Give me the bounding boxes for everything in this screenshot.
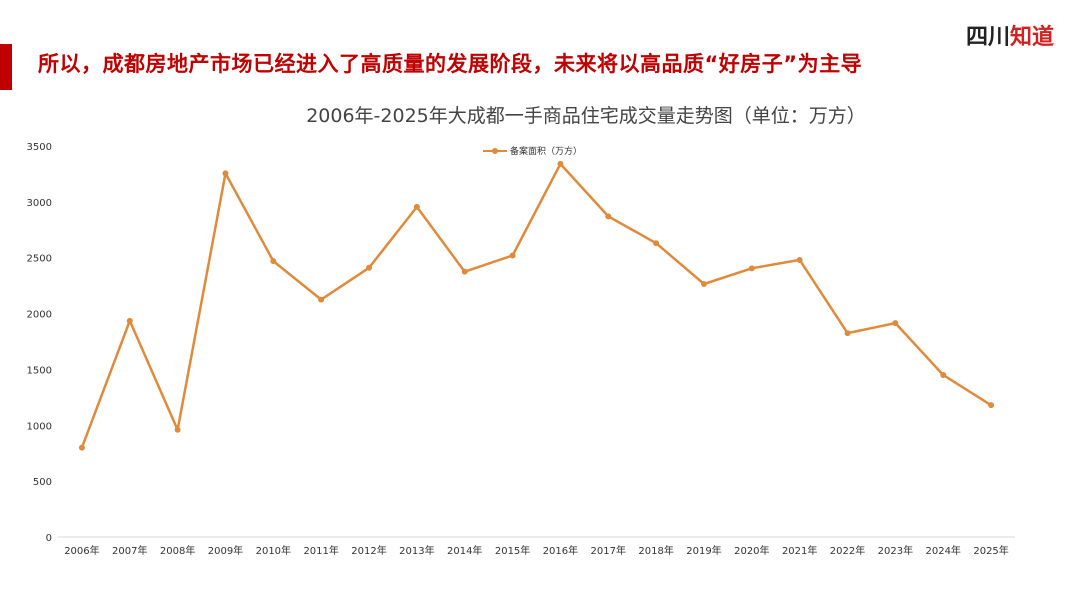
x-tick-label: 2025年	[973, 544, 1008, 557]
data-point	[126, 317, 133, 324]
x-tick-label: 2024年	[925, 544, 960, 557]
x-tick-label: 2008年	[160, 544, 195, 557]
y-axis: 0 500 1000 1500 2000 2500 3000 3500	[27, 142, 52, 544]
data-point	[844, 330, 851, 337]
data-point	[78, 444, 85, 451]
x-tick-label: 2022年	[830, 544, 865, 557]
x-tick-label: 2009年	[208, 544, 243, 557]
x-tick-label: 2013年	[399, 544, 434, 557]
x-tick-label: 2017年	[591, 544, 626, 557]
y-tick-label: 0	[46, 533, 52, 544]
y-tick-label: 2500	[27, 254, 52, 265]
x-tick-label: 2020年	[734, 544, 769, 557]
chart-title: 2006年-2025年大成都一手商品住宅成交量走势图（单位：万方）	[306, 105, 866, 127]
x-tick-label: 2010年	[256, 544, 291, 557]
data-point	[174, 426, 181, 433]
x-tick-label: 2021年	[782, 544, 817, 557]
data-point	[892, 320, 899, 327]
y-tick-label: 1500	[27, 365, 52, 376]
legend: 备案面积（万方）	[483, 145, 582, 157]
legend-marker	[492, 148, 498, 154]
series-area-filed	[78, 160, 995, 451]
x-tick-label: 2015年	[495, 544, 530, 557]
data-point	[988, 402, 995, 409]
data-point	[366, 264, 373, 271]
y-tick-label: 3000	[27, 198, 52, 209]
data-point	[557, 160, 564, 167]
data-point	[605, 213, 612, 220]
data-point	[653, 240, 660, 247]
x-axis: 2006年 2007年 2008年 2009年 2010年 2011年 2012年 2013年…	[58, 536, 1015, 557]
series-line	[80, 162, 992, 449]
y-tick-label: 500	[33, 477, 52, 488]
x-tick-label: 2018年	[638, 544, 673, 557]
legend-label: 备案面积（万方）	[510, 145, 582, 157]
accent-bar	[0, 44, 12, 90]
x-tick-label: 2006年	[64, 544, 99, 557]
data-point	[748, 265, 755, 272]
data-point	[700, 280, 707, 287]
y-tick-label: 1000	[27, 421, 52, 432]
logo-part-1: 四川	[965, 25, 1010, 50]
x-tick-label: 2016年	[543, 544, 578, 557]
x-tick-label: 2012年	[351, 544, 386, 557]
x-tick-label: 2019年	[686, 544, 721, 557]
x-tick-label: 2014年	[447, 544, 482, 557]
data-point	[413, 203, 420, 210]
x-tick-label: 2023年	[878, 544, 913, 557]
data-point	[222, 170, 229, 177]
data-point	[318, 296, 325, 303]
data-point	[509, 252, 516, 259]
data-point	[796, 256, 803, 263]
x-tick-label: 2007年	[112, 544, 147, 557]
logo: 四川 知道	[966, 18, 1054, 52]
x-tick-label: 2011年	[303, 544, 338, 557]
data-point	[461, 268, 468, 275]
y-tick-label: 3500	[27, 142, 52, 153]
y-tick-label: 2000	[27, 310, 52, 321]
logo-part-2: 知道	[1009, 25, 1054, 50]
data-point	[940, 372, 947, 379]
headline: 所以，成都房地产市场已经进入了高质量的发展阶段，未来将以高品质“好房子”为主导	[38, 52, 863, 76]
data-point	[270, 258, 277, 265]
